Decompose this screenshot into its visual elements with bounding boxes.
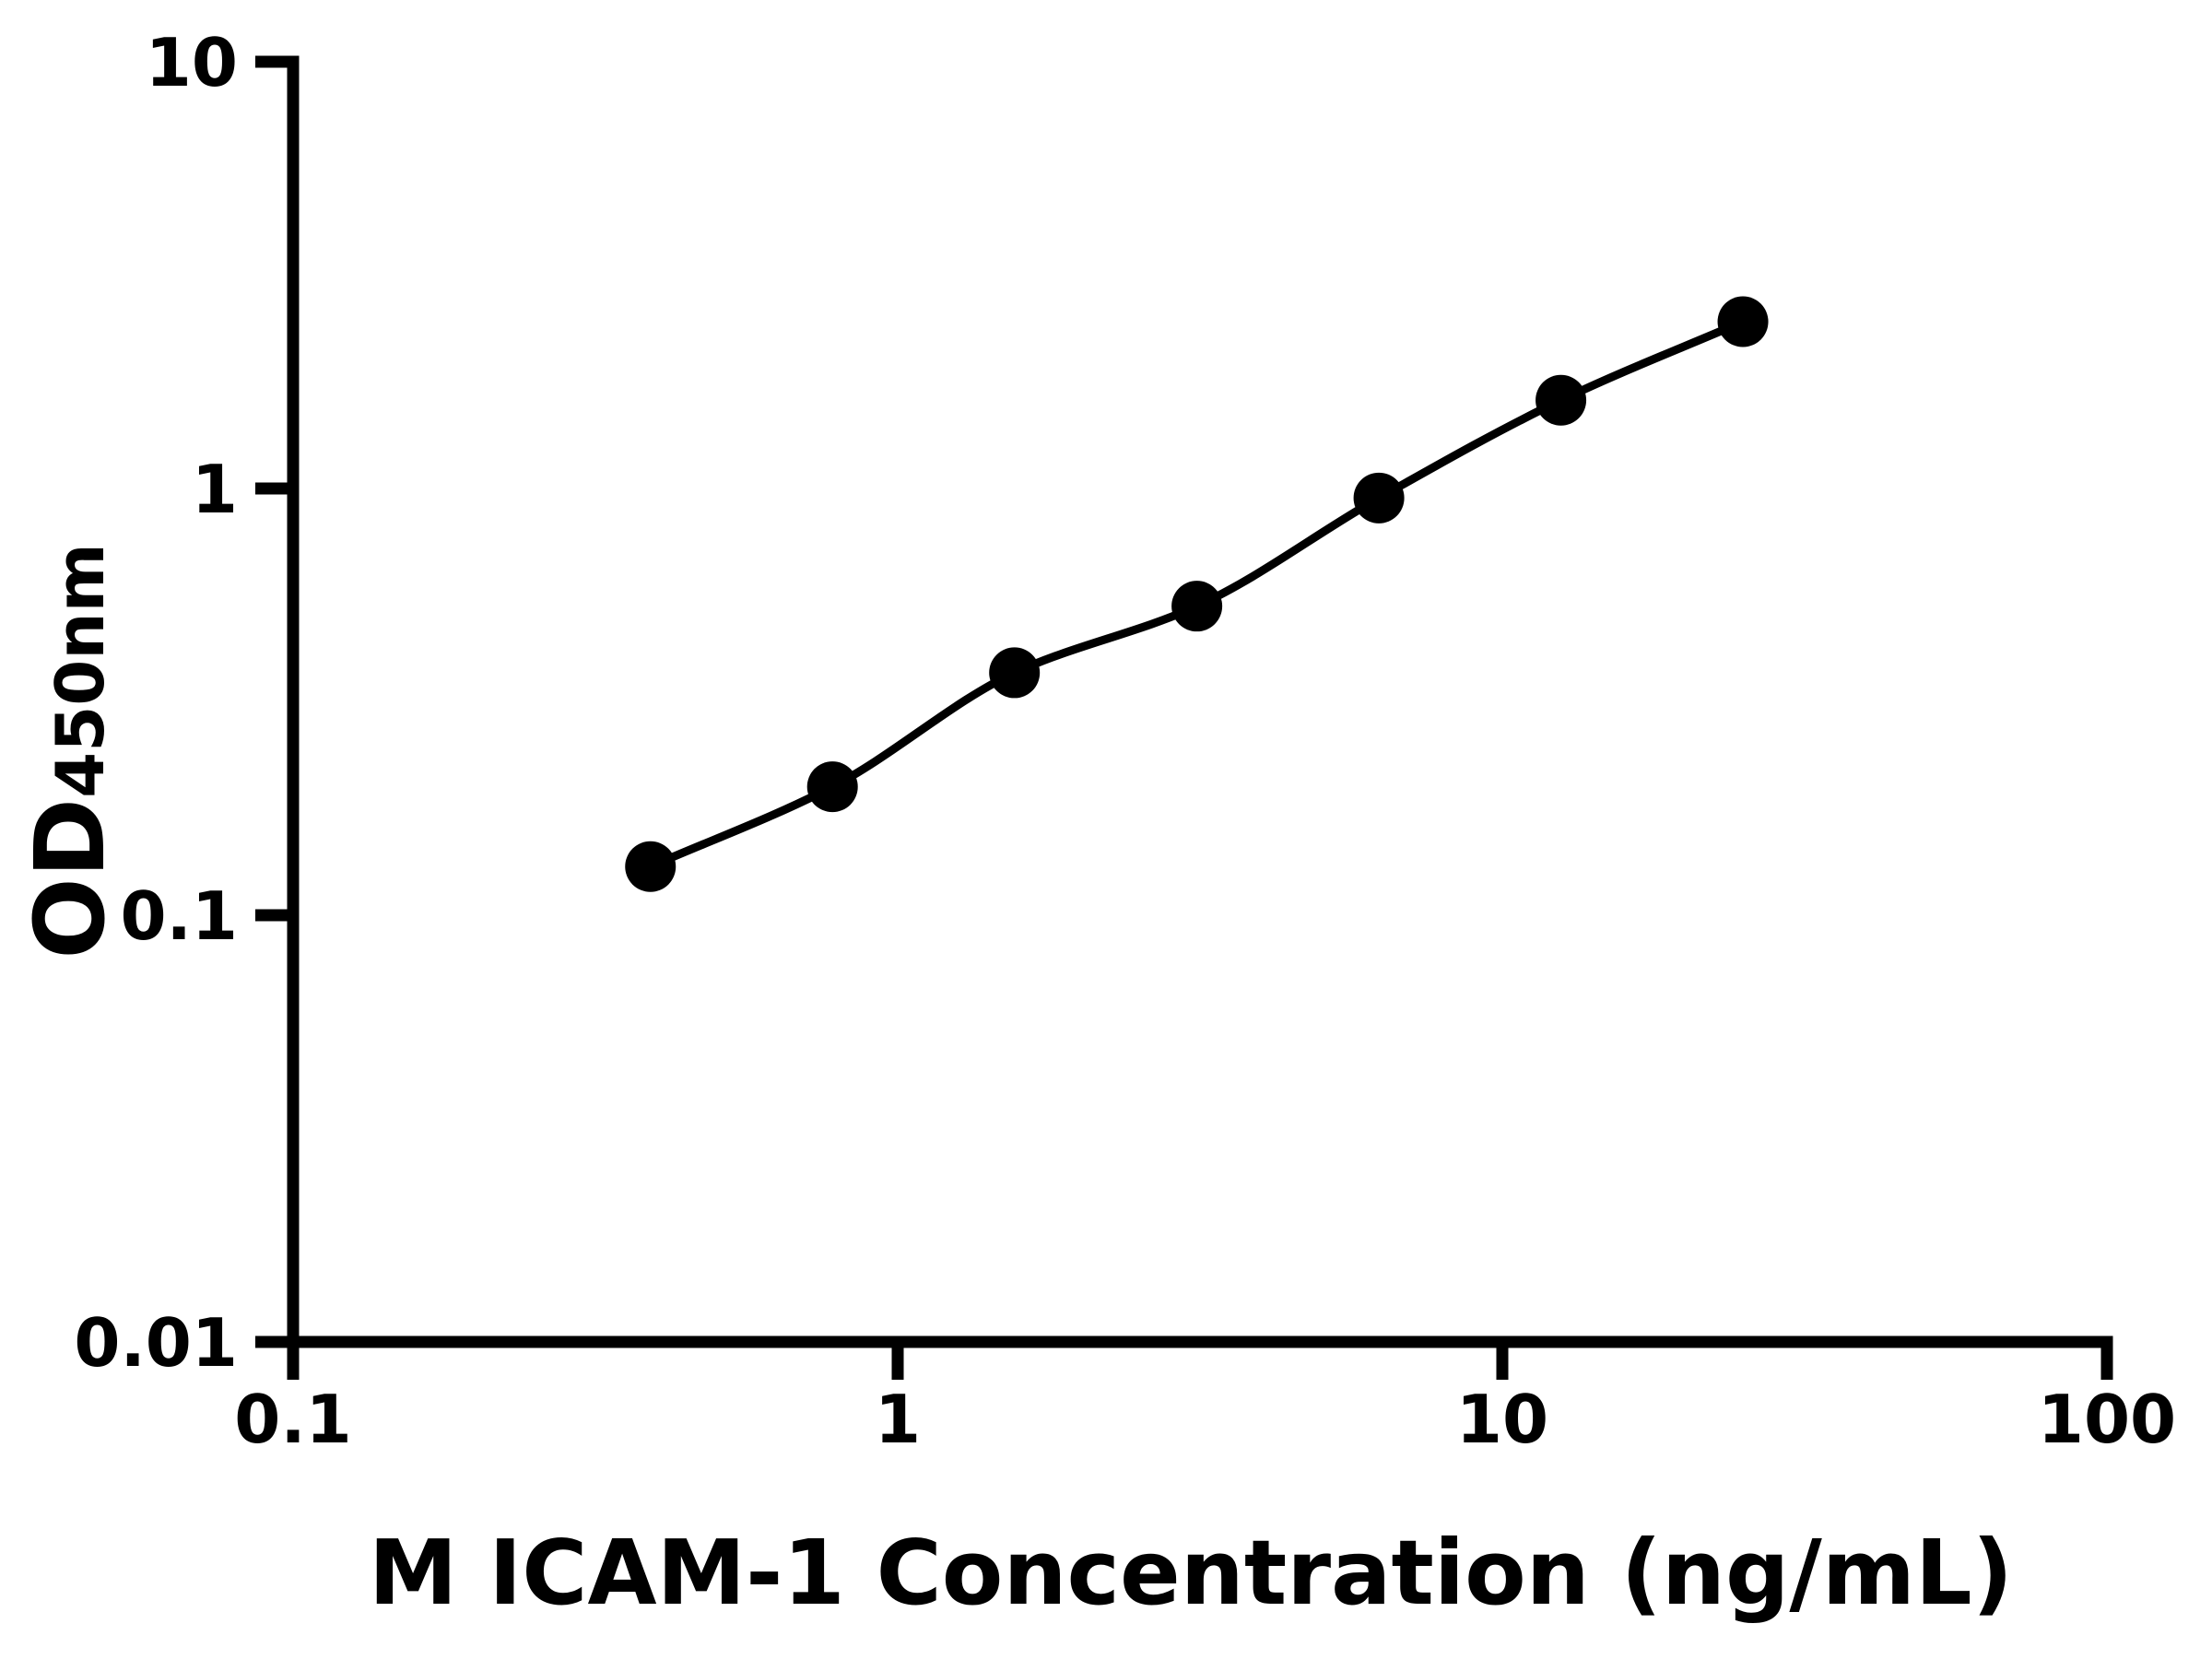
y-tick-label-10: 10: [146, 24, 238, 101]
series-layer: [625, 296, 1769, 892]
x-axis-title: M ICAM-1 Concentration (ng/mL): [369, 1521, 2013, 1625]
data-point-1.56: [989, 647, 1041, 699]
y-tick-label-0.01: 0.01: [74, 1304, 238, 1382]
data-point-3.125: [1171, 581, 1223, 632]
x-tick-label-10: 10: [1456, 1381, 1548, 1458]
data-point-0.39: [625, 841, 677, 892]
axes-layer: [287, 55, 2113, 1348]
data-point-6.25: [1353, 472, 1405, 524]
data-point-12.5: [1535, 374, 1587, 426]
y-tick-label-0.1: 0.1: [120, 877, 238, 955]
x-tick-label-100: 100: [2038, 1381, 2176, 1458]
x-tick-label-0.1: 0.1: [234, 1381, 352, 1458]
x-tick-label-1: 1: [875, 1381, 921, 1458]
y-axis-title-main: OD: [14, 798, 126, 959]
y-axis-title: OD450nm: [14, 543, 126, 959]
data-point-25: [1717, 296, 1769, 347]
y-tick-label-1: 1: [192, 451, 238, 528]
data-point-0.78: [806, 761, 858, 813]
y-axis-title-sub: 450nm: [41, 543, 119, 798]
